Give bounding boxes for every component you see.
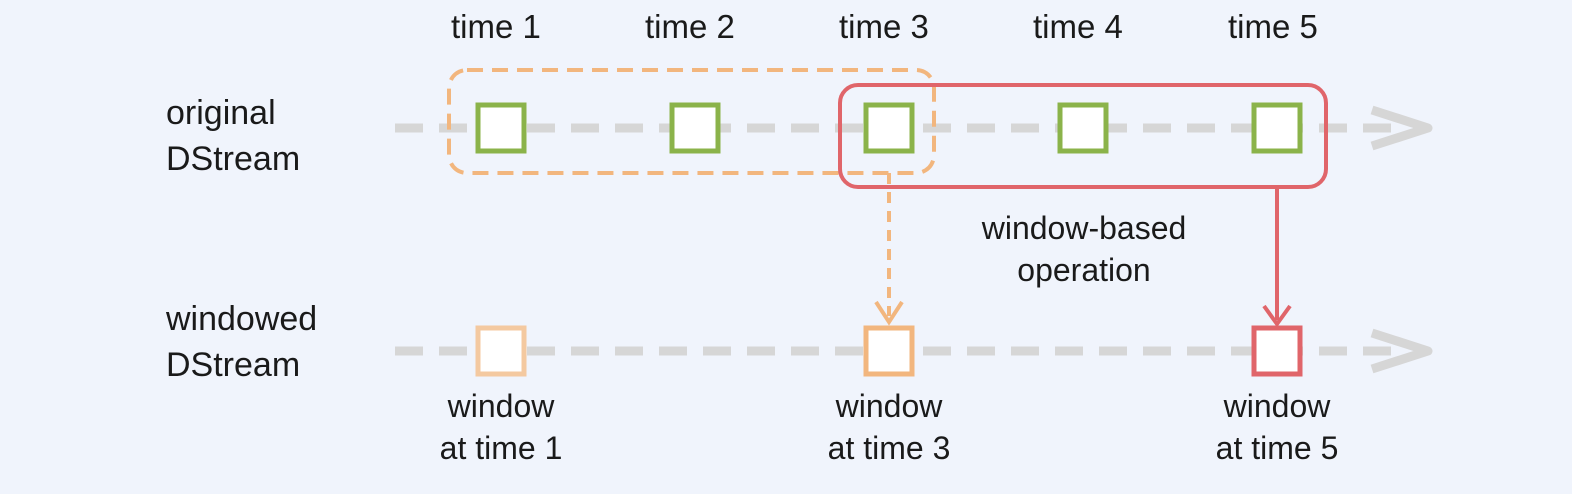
window-caption-time-1: window at time 1 [401, 385, 601, 469]
window-caption-time-1-line2: at time 1 [439, 430, 563, 466]
original-box-time-4 [1057, 102, 1109, 154]
row-label-original-line2: DStream [166, 140, 301, 178]
row-label-windowed-line1: windowed [166, 300, 318, 338]
window-caption-time-3-line2: at time 3 [827, 430, 951, 466]
window-frame-time-5 [838, 83, 1328, 189]
window-caption-time-3: window at time 3 [789, 385, 989, 469]
original-box-time-1 [475, 102, 527, 154]
window-caption-time-1-line1: window [447, 388, 555, 424]
windowed-box-time-3 [863, 325, 915, 377]
time-label-4: time 4 [1033, 8, 1123, 45]
row-label-windowed-line2: DStream [166, 346, 301, 384]
windowed-box-time-5 [1251, 325, 1303, 377]
time-label-5: time 5 [1228, 8, 1318, 45]
time-label-1: time 1 [451, 8, 541, 45]
window-caption-time-5-line1: window [1223, 388, 1331, 424]
time-label-3: time 3 [839, 8, 929, 45]
operation-label-line2: operation [1017, 252, 1151, 288]
operation-label-line1: window-based [981, 210, 1187, 246]
window-frame-time-3 [447, 68, 936, 175]
window-arrow-time-3-head [874, 300, 904, 326]
time-label-2: time 2 [645, 8, 735, 45]
original-box-time-5 [1251, 102, 1303, 154]
operation-label: window-based operation [963, 207, 1205, 291]
original-box-time-2 [669, 102, 721, 154]
row-label-original-line1: original [166, 94, 276, 132]
window-arrow-time-5-head [1262, 304, 1292, 328]
original-box-time-3 [863, 102, 915, 154]
window-caption-time-5-line2: at time 5 [1215, 430, 1339, 466]
original-timeline-arrowhead [1370, 105, 1433, 151]
window-caption-time-5: window at time 5 [1177, 385, 1377, 469]
row-label-windowed: windowed DStream [166, 296, 317, 388]
row-label-original: original DStream [166, 90, 300, 182]
windowed-timeline-arrowhead [1370, 328, 1433, 374]
windowed-box-time-1 [475, 325, 527, 377]
window-caption-time-3-line1: window [835, 388, 943, 424]
